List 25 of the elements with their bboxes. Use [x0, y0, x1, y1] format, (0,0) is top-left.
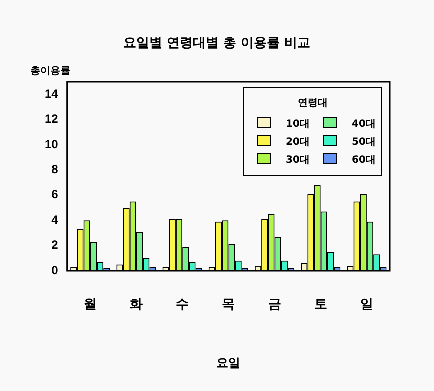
- x-tick-label: 일: [360, 296, 374, 312]
- y-tick-label: 6: [52, 188, 59, 202]
- y-tick-label: 8: [52, 162, 59, 177]
- x-tick-label: 월: [84, 296, 97, 312]
- legend-label: 40대: [352, 119, 376, 130]
- y-axis-title: 총이용률: [30, 66, 70, 77]
- y-tick-label: 2: [52, 238, 59, 252]
- legend-label: 50대: [352, 137, 376, 148]
- chart-title: 요일별 연령대별 총 이용률 비교: [122, 35, 312, 52]
- legend-label: 30대: [286, 155, 310, 166]
- y-tick-label: 14: [44, 86, 59, 101]
- y-tick-label: 10: [44, 137, 59, 152]
- legend-title: 연령대: [298, 98, 328, 109]
- y-tick-label: 4: [52, 212, 59, 227]
- y-tick-label: 12: [44, 112, 59, 126]
- x-axis-title: 요일: [216, 356, 241, 370]
- x-tick-label: 토: [314, 296, 328, 312]
- x-tick-label: 금: [268, 296, 282, 312]
- legend-label: 10대: [286, 119, 310, 130]
- x-tick-label: 화: [130, 296, 143, 312]
- x-tick-label: 수: [176, 296, 190, 312]
- legend-label: 60대: [352, 155, 376, 166]
- y-tick-label: 0: [52, 263, 59, 278]
- legend-label: 20대: [286, 137, 310, 148]
- x-tick-label: 목: [222, 296, 236, 312]
